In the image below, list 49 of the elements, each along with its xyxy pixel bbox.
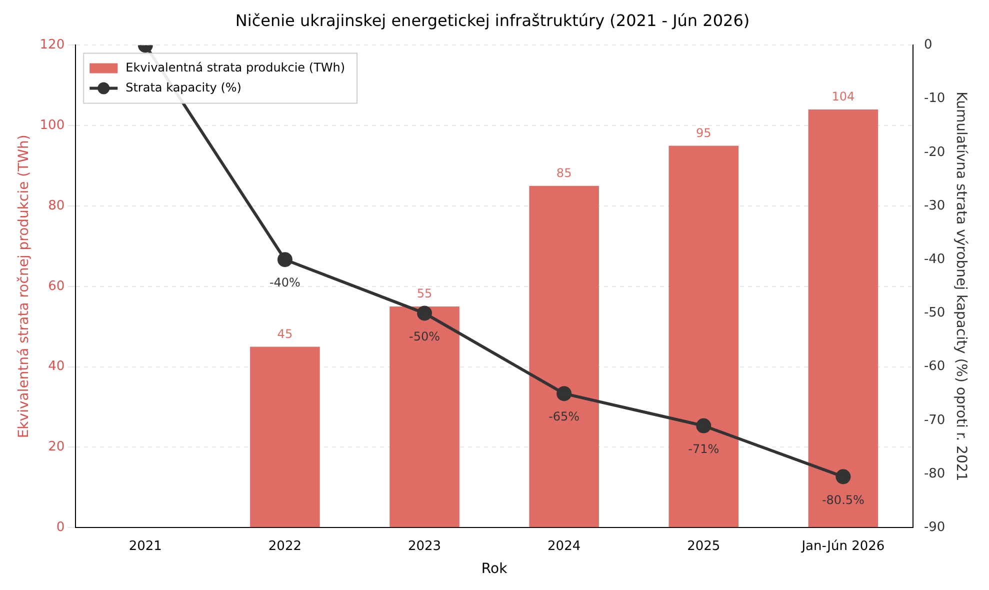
- x-tick-label: 2022: [268, 538, 302, 554]
- y-tick-label: 100: [40, 118, 65, 133]
- y2-tick-label: -60: [924, 359, 946, 374]
- y-tick-label: 120: [40, 38, 65, 53]
- y-tick-label: 20: [48, 440, 65, 455]
- x-tick-label: 2025: [687, 538, 720, 554]
- legend-label: Ekvivalentná strata produkcie (TWh): [126, 60, 346, 74]
- bar: [808, 110, 878, 528]
- y-tick-label: 0: [56, 520, 65, 535]
- y2-tick-label: -50: [924, 306, 946, 321]
- y2-tick-label: -70: [924, 412, 946, 428]
- y2-tick-label: -10: [924, 91, 946, 106]
- y2-tick-label: 0: [924, 38, 932, 53]
- point: [556, 386, 572, 402]
- point: [417, 306, 432, 321]
- data-label: 104: [832, 90, 855, 104]
- y-axis-title: Ekvivalentná strata ročnej produkcie (TWh): [16, 134, 32, 438]
- data-label: -50%: [409, 329, 440, 344]
- data-label: 45: [277, 326, 293, 341]
- y2-axis-title: Kumulatívna strata výrobnej kapacity (%) oproti r. 2021: [952, 92, 969, 482]
- data-label: -80.5%: [822, 492, 864, 507]
- data-label: 95: [696, 126, 712, 140]
- point: [277, 252, 292, 268]
- y2-tick-label: -90: [924, 520, 946, 535]
- bar: [390, 306, 460, 528]
- data-label: -71%: [688, 442, 720, 456]
- point: [836, 469, 851, 484]
- x-tick-label: Jan-Jún 2026: [800, 538, 885, 554]
- bar: [529, 186, 599, 528]
- y2-tick-label: -80: [924, 466, 946, 482]
- chart-title: Ničenie ukrajinskej energetickej infraštruktúry (2021 - Jún 2026): [235, 10, 750, 30]
- y2-tick-label: -20: [924, 144, 946, 160]
- x-tick-label: 2023: [408, 538, 442, 554]
- x-axis-title: Rok: [481, 561, 508, 578]
- x-tick-label: 2024: [548, 538, 581, 554]
- y2-tick-label: -40: [924, 252, 946, 267]
- x-tick-label: 2021: [128, 538, 162, 554]
- y-tick-label: 60: [48, 278, 65, 294]
- point: [696, 418, 712, 434]
- y-tick-label: 40: [48, 359, 65, 374]
- data-label: -40%: [269, 276, 300, 290]
- legend-label: Strata kapacity (%): [126, 80, 242, 94]
- y-tick-label: 80: [48, 198, 65, 214]
- bar: [250, 346, 320, 528]
- data-label: 85: [556, 166, 572, 180]
- data-label: 55: [416, 286, 432, 301]
- data-label: -65%: [548, 410, 580, 424]
- bar: [668, 146, 739, 528]
- y2-tick-label: -30: [924, 198, 946, 214]
